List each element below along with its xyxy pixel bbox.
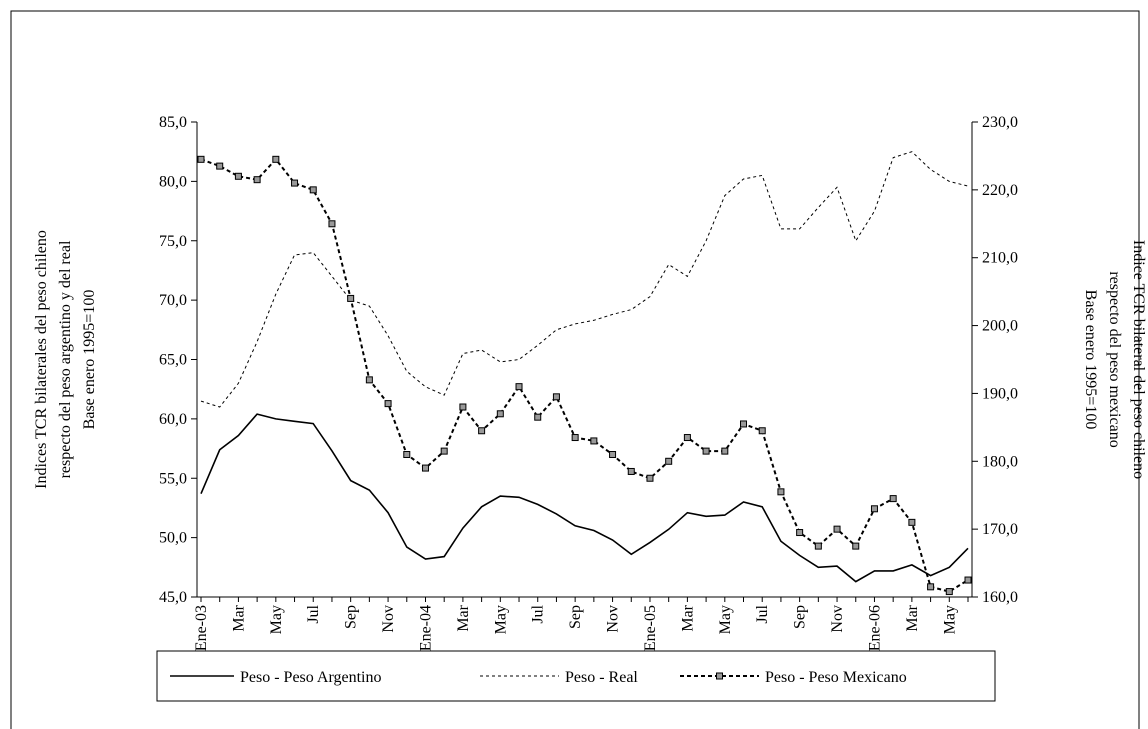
y2-tick-label: 220,0 xyxy=(982,182,1018,199)
x-tick-label: Sep xyxy=(792,605,809,629)
series-marker xyxy=(627,467,635,475)
series-marker xyxy=(515,383,523,391)
x-tick-label: Jul xyxy=(305,604,322,623)
series-marker xyxy=(758,427,766,435)
series-marker xyxy=(964,576,972,584)
x-tick-label: Nov xyxy=(605,605,622,633)
x-tick-label: Mar xyxy=(230,604,247,631)
series-marker xyxy=(459,403,467,411)
series-marker xyxy=(384,400,392,408)
x-tick-label: Jul xyxy=(530,604,547,623)
series-marker xyxy=(552,393,560,401)
y2-axis-title: Indice TCR bilateral del peso chileno xyxy=(1130,240,1147,479)
series-line xyxy=(200,413,969,583)
y-tick-label: 65,0 xyxy=(159,352,187,369)
series-marker xyxy=(309,186,317,194)
x-tick-label: Ene-06 xyxy=(866,605,883,651)
y2-tick-label: 190,0 xyxy=(982,385,1018,402)
series-marker xyxy=(870,505,878,513)
series-marker xyxy=(291,179,299,187)
y-tick-label: 45,0 xyxy=(159,589,187,606)
y-axis-title: Base enero 1995=100 xyxy=(81,290,98,430)
x-tick-label: Mar xyxy=(679,604,696,631)
x-tick-label: May xyxy=(492,605,509,634)
series-marker xyxy=(683,434,691,442)
x-tick-label: Nov xyxy=(380,605,397,633)
y2-tick-label: 230,0 xyxy=(982,114,1018,131)
series-marker xyxy=(908,518,916,526)
y2-tick-label: 210,0 xyxy=(982,250,1018,267)
series-marker xyxy=(777,488,785,496)
y2-axis-title: respecto del peso mexicano xyxy=(1106,271,1123,447)
series-marker xyxy=(234,172,242,180)
series-marker xyxy=(814,542,822,550)
series-marker xyxy=(740,420,748,428)
series-marker xyxy=(534,413,542,421)
legend-marker xyxy=(716,672,723,680)
series-marker xyxy=(347,294,355,302)
y-tick-label: 85,0 xyxy=(159,114,187,131)
legend-label: Peso - Real xyxy=(565,669,638,686)
series-marker xyxy=(702,447,710,455)
x-tick-label: Jul xyxy=(754,604,771,623)
y-tick-label: 55,0 xyxy=(159,470,187,487)
series-marker xyxy=(272,155,280,163)
series-marker xyxy=(496,410,504,418)
series-marker xyxy=(833,525,841,533)
y2-tick-label: 200,0 xyxy=(982,318,1018,335)
series-marker xyxy=(421,464,429,472)
x-tick-label: Ene-03 xyxy=(193,605,210,651)
y2-tick-label: 160,0 xyxy=(982,589,1018,606)
series-marker xyxy=(927,583,935,591)
y-axis-title: respecto del peso argentino y del real xyxy=(57,240,74,478)
y-tick-label: 70,0 xyxy=(159,292,187,309)
series-marker xyxy=(889,495,897,503)
series-marker xyxy=(665,457,673,465)
series-marker xyxy=(365,376,373,384)
series-line xyxy=(200,157,969,593)
x-tick-label: Sep xyxy=(343,605,360,629)
y-axis-title: Indices TCR bilaterales del peso chileno xyxy=(33,230,50,489)
x-tick-label: May xyxy=(941,605,958,634)
series-marker xyxy=(945,588,953,596)
series-marker xyxy=(571,434,579,442)
x-tick-label: May xyxy=(268,605,285,634)
series-marker xyxy=(478,427,486,435)
y2-tick-label: 170,0 xyxy=(982,521,1018,538)
y2-axis-title: Base enero 1995=100 xyxy=(1082,290,1099,430)
series-line xyxy=(200,151,969,408)
series-marker xyxy=(796,529,804,537)
series-marker xyxy=(328,220,336,228)
y-tick-label: 80,0 xyxy=(159,173,187,190)
series-marker xyxy=(403,451,411,458)
y2-tick-label: 180,0 xyxy=(982,453,1018,470)
legend-label: Peso - Peso Mexicano xyxy=(765,669,907,686)
x-tick-label: Mar xyxy=(904,604,921,631)
series-marker xyxy=(721,447,729,455)
y-tick-label: 50,0 xyxy=(159,530,187,547)
series-marker xyxy=(197,155,205,163)
x-tick-label: Nov xyxy=(829,605,846,633)
x-tick-label: Mar xyxy=(455,604,472,631)
x-tick-label: May xyxy=(717,605,734,634)
chart-border xyxy=(10,10,1140,729)
series-marker xyxy=(852,542,860,550)
series-marker xyxy=(609,451,617,458)
series-marker xyxy=(216,162,224,170)
series-marker xyxy=(440,447,448,455)
series-marker xyxy=(590,437,598,445)
x-tick-label: Ene-04 xyxy=(417,605,434,651)
x-tick-label: Sep xyxy=(567,605,584,629)
legend-label: Peso - Peso Argentino xyxy=(240,669,381,686)
series-marker xyxy=(646,474,654,482)
legend-box xyxy=(156,650,996,702)
series-marker xyxy=(253,176,261,184)
y-tick-label: 75,0 xyxy=(159,233,187,250)
y-tick-label: 60,0 xyxy=(159,411,187,428)
x-tick-label: Ene-05 xyxy=(642,605,659,651)
